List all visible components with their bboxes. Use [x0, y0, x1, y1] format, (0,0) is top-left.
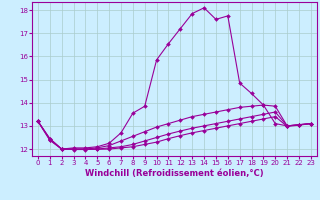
X-axis label: Windchill (Refroidissement éolien,°C): Windchill (Refroidissement éolien,°C)	[85, 169, 264, 178]
